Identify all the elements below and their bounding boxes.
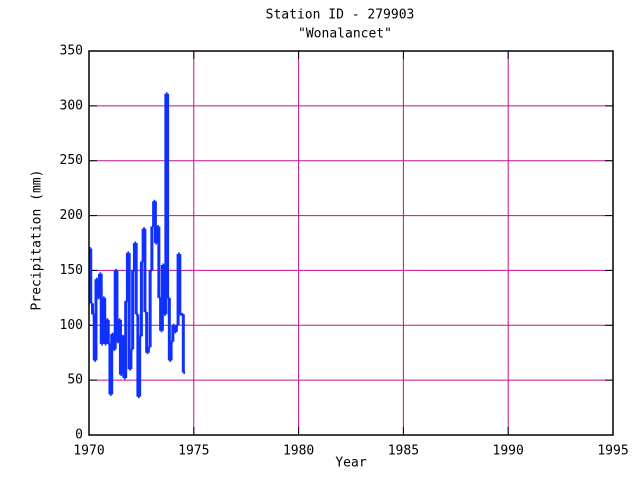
y-tick-label: 250 <box>60 153 83 168</box>
plot-frame <box>88 50 614 436</box>
x-axis-label: Year <box>335 456 366 471</box>
y-tick-label: 350 <box>60 44 83 59</box>
y-tick-label: 300 <box>60 98 83 113</box>
x-tick-label: 1980 <box>283 444 314 459</box>
x-tick-label: 1970 <box>73 444 104 459</box>
chart-subtitle: "Wonalancet" <box>298 27 392 42</box>
x-tick-label: 1985 <box>388 444 419 459</box>
y-tick-label: 0 <box>75 428 83 443</box>
chart-title: Station ID - 279903 <box>266 8 415 23</box>
x-tick-label: 1995 <box>597 444 628 459</box>
y-axis-label: Precipitation (mm) <box>30 170 45 311</box>
y-tick-label: 100 <box>60 318 83 333</box>
y-tick-label: 50 <box>67 373 83 388</box>
x-tick-label: 1990 <box>493 444 524 459</box>
y-tick-label: 200 <box>60 208 83 223</box>
x-tick-label: 1975 <box>178 444 209 459</box>
y-tick-label: 150 <box>60 263 83 278</box>
